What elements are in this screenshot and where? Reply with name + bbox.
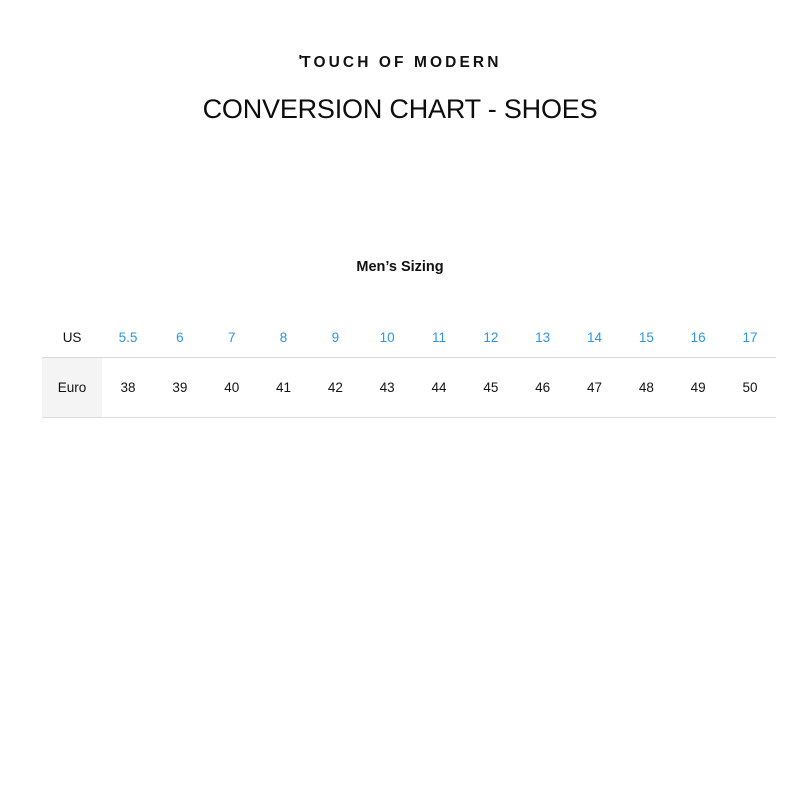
cell-euro-7: 45 (464, 357, 517, 418)
cell-us-4: 9 (331, 330, 340, 345)
row-label-us: US (62, 330, 82, 345)
cell-us-11: 16 (690, 330, 706, 345)
brand-tick-mark: ʹ (298, 53, 303, 70)
cell-euro-8: 46 (516, 357, 569, 418)
cell-us-10: 15 (638, 330, 654, 345)
cell-euro-0: 38 (102, 357, 154, 418)
table-row: Euro 38 39 40 41 42 43 44 45 46 47 48 49… (42, 357, 776, 418)
page-title: CONVERSION CHART - SHOES (202, 94, 598, 124)
cell-euro-9: 47 (568, 357, 621, 418)
brand-logo: ʹTOUCH OF MODERN (0, 53, 800, 72)
section-heading-mens-sizing: Men’s Sizing (356, 259, 444, 275)
cell-us-7: 12 (483, 330, 499, 345)
cell-euro-2: 40 (205, 357, 258, 418)
size-conversion-table: US 5.5 6 7 8 9 10 11 12 13 14 15 16 17 E… (42, 318, 776, 418)
cell-euro-12: 50 (724, 357, 776, 418)
cell-euro-11: 49 (672, 357, 725, 418)
cell-us-5: 10 (379, 330, 395, 345)
cell-us-3: 8 (279, 330, 288, 345)
cell-us-2: 7 (227, 330, 236, 345)
cell-us-9: 14 (586, 330, 603, 345)
cell-us-8: 13 (535, 330, 551, 345)
cell-us-6: 11 (432, 330, 447, 345)
cell-euro-1: 39 (153, 357, 206, 418)
size-conversion-table-body: US 5.5 6 7 8 9 10 11 12 13 14 15 16 17 E… (42, 318, 776, 418)
cell-euro-6: 44 (413, 357, 465, 418)
size-conversion-table-container: US 5.5 6 7 8 9 10 11 12 13 14 15 16 17 E… (42, 318, 776, 418)
cell-euro-4: 42 (309, 357, 362, 418)
cell-euro-10: 48 (620, 357, 673, 418)
table-row: US 5.5 6 7 8 9 10 11 12 13 14 15 16 17 (42, 318, 776, 358)
cell-us-1: 6 (176, 330, 184, 345)
cell-euro-3: 41 (257, 357, 310, 418)
row-label-euro: Euro (42, 357, 103, 418)
cell-us-0: 5.5 (118, 330, 138, 345)
cell-euro-5: 43 (361, 357, 414, 418)
brand-logo-text: TOUCH OF MODERN (301, 54, 502, 71)
cell-us-12: 17 (742, 330, 758, 345)
